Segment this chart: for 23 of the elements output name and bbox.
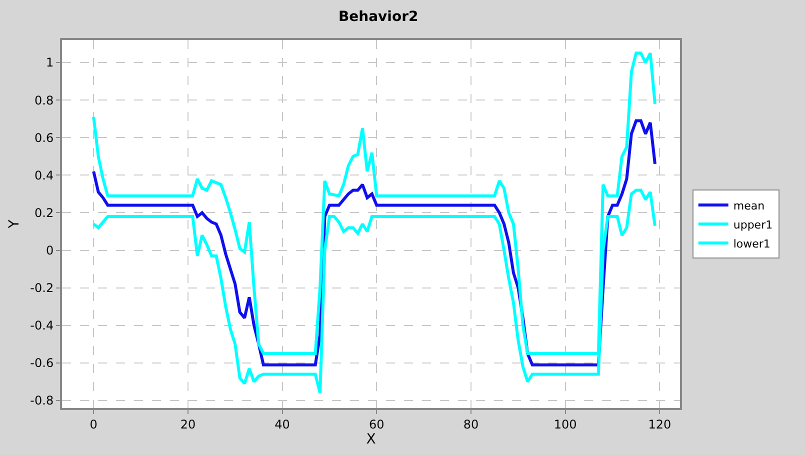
y-tick-label: -0.8 [30,394,54,408]
y-tick-label: 0.6 [34,130,54,145]
y-tick-label: 0 [46,243,54,258]
chart-title: Behavior2 [338,9,418,26]
y-tick-label: -0.4 [30,318,54,333]
x-tick-label: 20 [180,417,196,432]
x-tick-label: 60 [369,417,384,432]
x-axis-title: X [366,431,376,448]
legend-label: lower1 [733,237,770,250]
x-tick-label: 0 [90,417,98,432]
y-tick-label: 0.4 [34,168,54,182]
y-tick-label: 0.2 [34,206,54,220]
y-tick-label: -0.6 [30,356,54,370]
y-tick-label: 0.8 [34,93,54,108]
x-tick-label: 80 [463,417,479,432]
legend-label: mean [733,199,765,212]
y-tick-label: -0.2 [30,281,54,296]
x-tick-label: 100 [554,417,577,432]
y-axis-title: Y [6,219,22,230]
x-tick-label: 40 [274,417,290,432]
legend-label: upper1 [733,218,773,232]
y-tick-label: 1 [46,56,54,70]
x-tick-label: 120 [648,417,672,432]
